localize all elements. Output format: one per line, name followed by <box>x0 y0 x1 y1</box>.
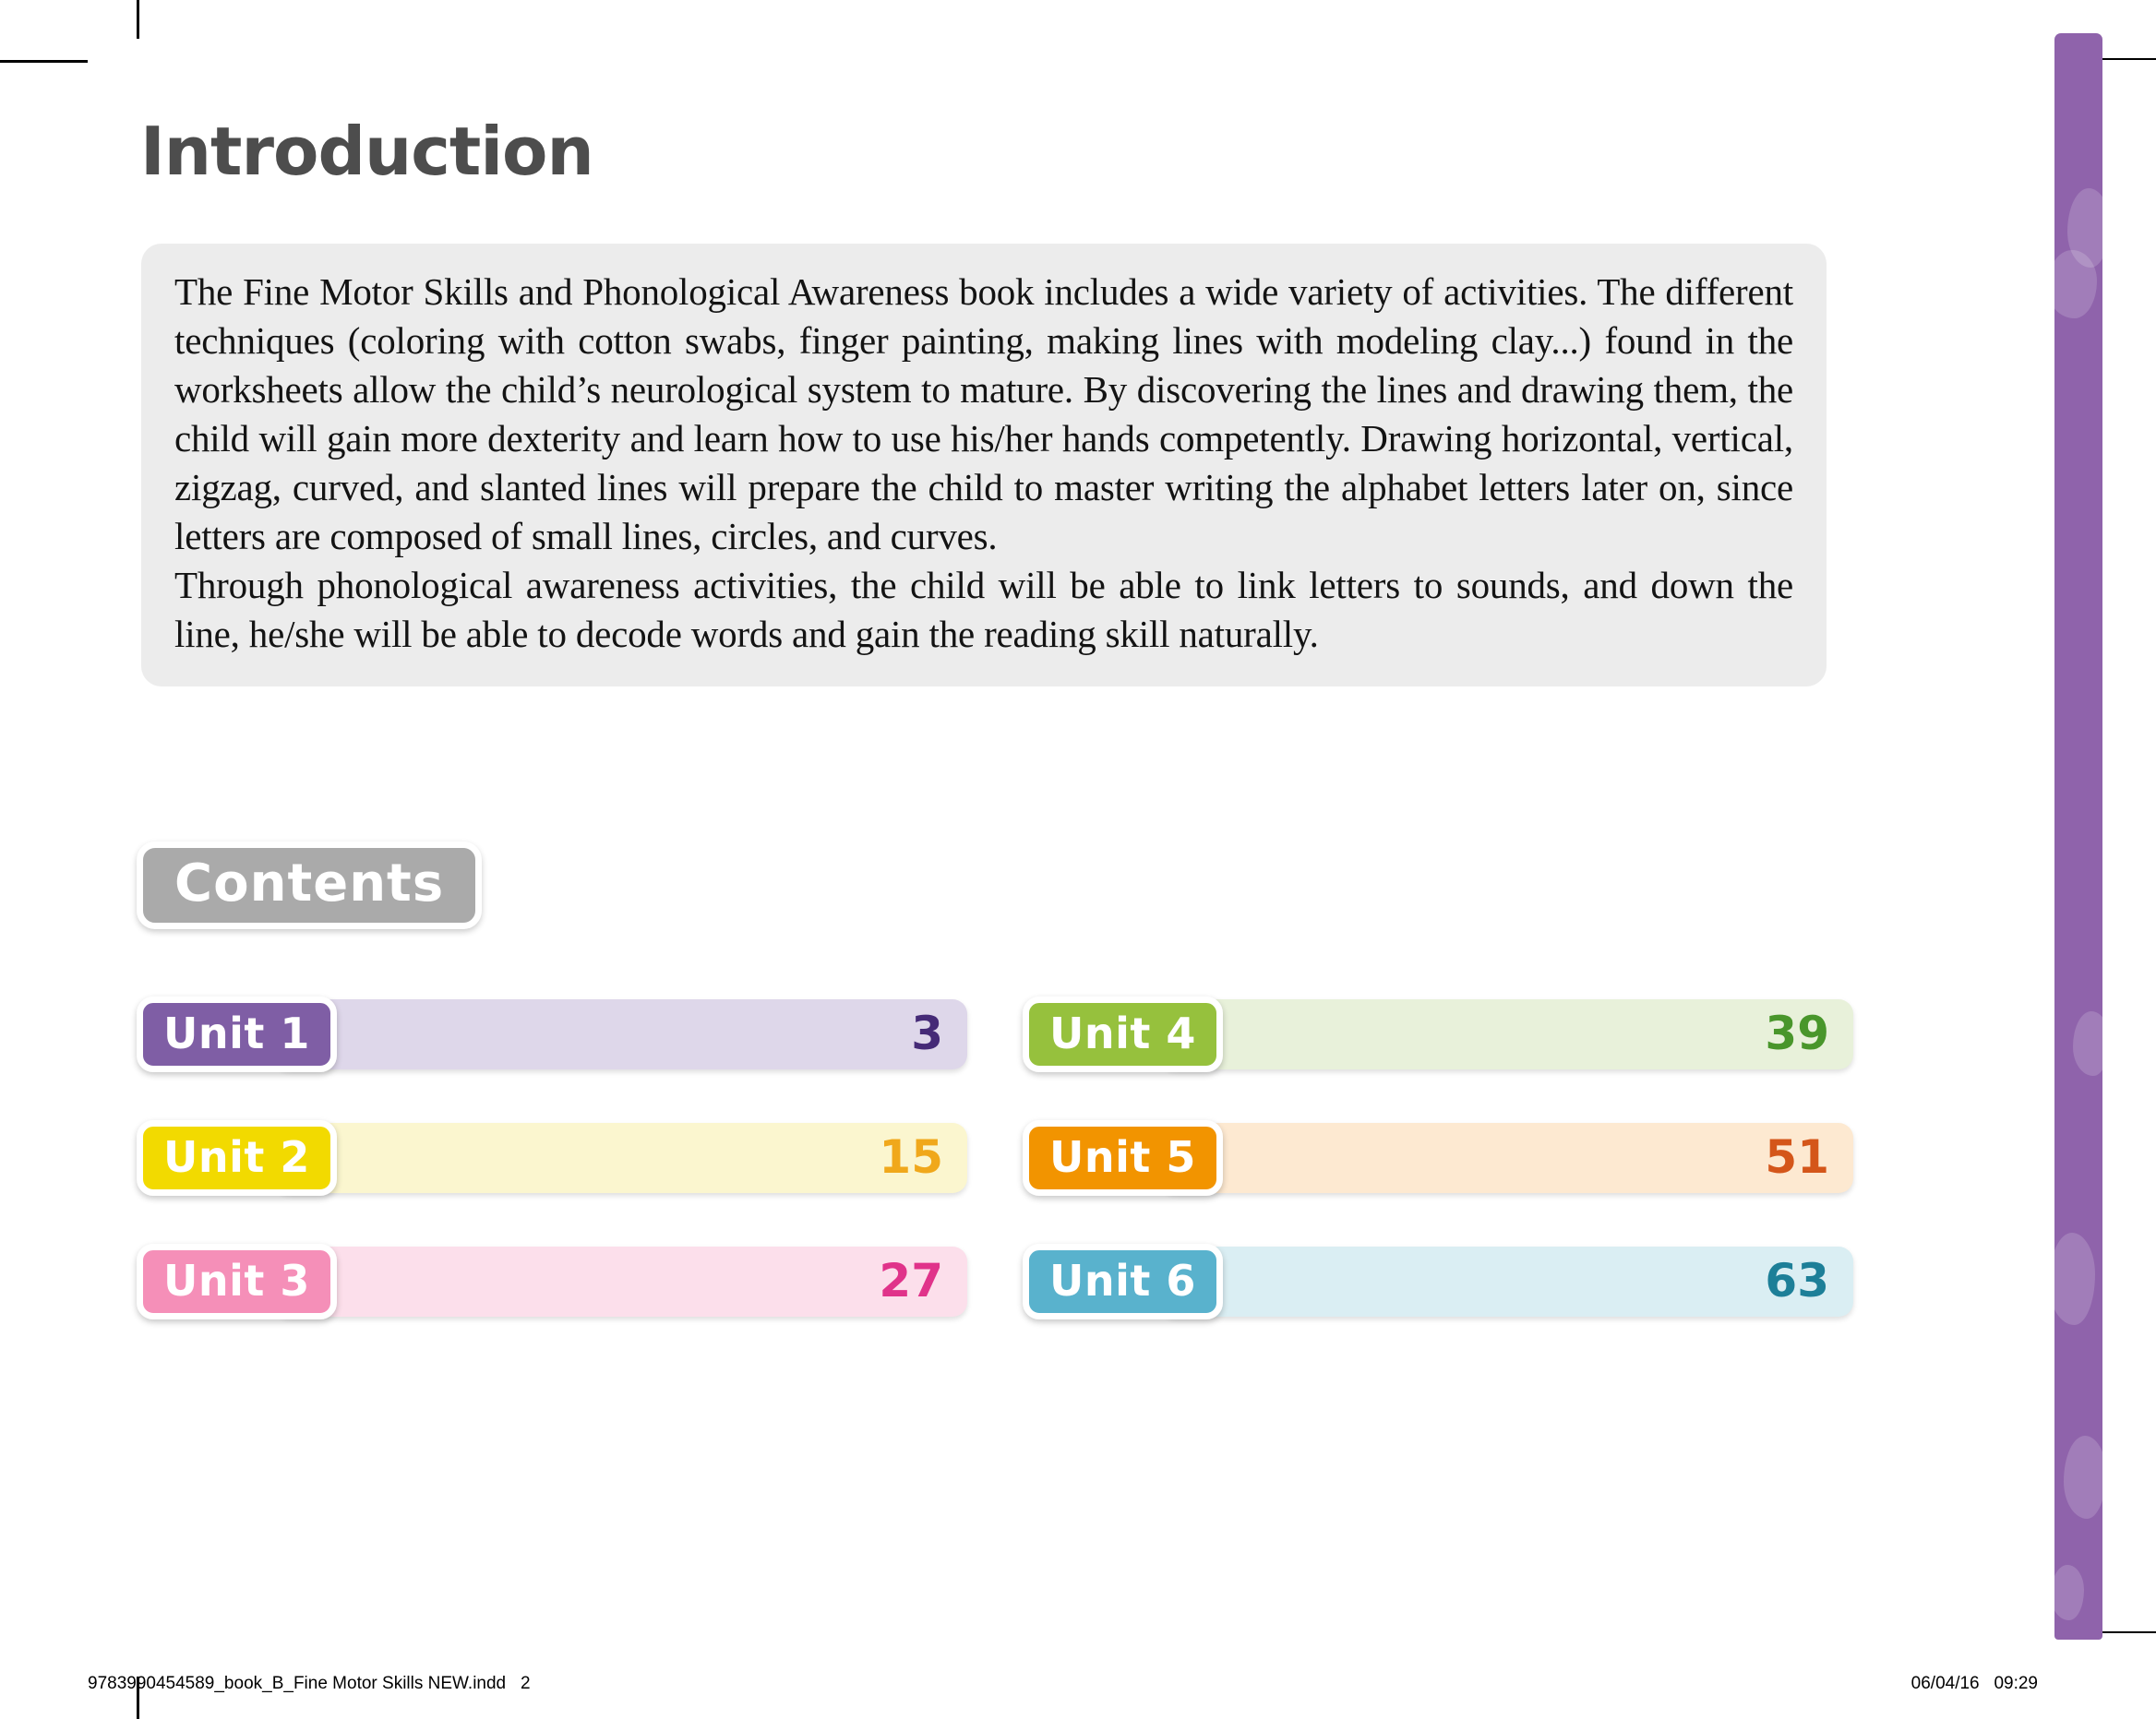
unit-page-number: 15 <box>879 1129 943 1184</box>
footer-timestamp: 06/04/16 09:29 <box>1910 1674 2038 1693</box>
contents-row-unit-5[interactable]: 51 Unit 5 <box>1023 1120 1853 1197</box>
unit-label-badge[interactable]: Unit 2 <box>137 1120 337 1197</box>
edge-blob-decoration <box>2067 188 2102 268</box>
unit-bar: 51 <box>1161 1123 1853 1193</box>
contents-row-unit-4[interactable]: 39 Unit 4 <box>1023 997 1853 1073</box>
unit-page-number: 63 <box>1765 1253 1829 1307</box>
crop-mark-bottom-right-horizontal <box>2054 1631 2156 1633</box>
edge-blob-decoration <box>2054 250 2097 318</box>
unit-page-number: 27 <box>879 1253 943 1307</box>
contents-heading-badge: Contents <box>137 842 483 930</box>
unit-label-badge[interactable]: Unit 6 <box>1023 1244 1223 1320</box>
crop-mark-top-left-vertical <box>137 0 139 39</box>
crop-mark-top-left-horizontal <box>0 60 88 63</box>
unit-bar: 27 <box>275 1247 967 1317</box>
unit-bar: 15 <box>275 1123 967 1193</box>
contents-row-unit-3[interactable]: 27 Unit 3 <box>137 1244 967 1320</box>
page-title: Introduction <box>140 113 594 190</box>
unit-bar: 63 <box>1161 1247 1853 1317</box>
edge-blob-decoration <box>2073 1011 2102 1076</box>
unit-bar: 39 <box>1161 999 1853 1069</box>
contents-unit-list: 3 Unit 1 39 Unit 4 15 Unit 2 51 Unit 5 2… <box>137 997 1853 1320</box>
unit-label-badge[interactable]: Unit 1 <box>137 997 337 1073</box>
edge-blob-decoration <box>2064 1436 2102 1519</box>
footer-file-name: 9783990454589_book_B_Fine Motor Skills N… <box>88 1674 531 1693</box>
introduction-paragraph-1: The Fine Motor Skills and Phonological A… <box>174 270 1793 557</box>
edge-blob-decoration <box>2054 1233 2095 1325</box>
unit-page-number: 51 <box>1765 1129 1829 1184</box>
introduction-text-box: The Fine Motor Skills and Phonological A… <box>141 244 1827 686</box>
unit-label-badge[interactable]: Unit 5 <box>1023 1120 1223 1197</box>
edge-blob-decoration <box>2054 1565 2084 1620</box>
crop-mark-bottom-left-vertical <box>137 1677 139 1719</box>
page-edge-strip <box>2054 33 2102 1640</box>
unit-page-number: 3 <box>911 1006 943 1060</box>
introduction-paragraph-2: Through phonological awareness activitie… <box>174 564 1793 655</box>
crop-mark-top-right-horizontal <box>2054 58 2156 60</box>
unit-page-number: 39 <box>1765 1006 1829 1060</box>
contents-row-unit-1[interactable]: 3 Unit 1 <box>137 997 967 1073</box>
unit-bar: 3 <box>275 999 967 1069</box>
unit-label-badge[interactable]: Unit 4 <box>1023 997 1223 1073</box>
contents-heading: Contents <box>137 842 483 930</box>
contents-row-unit-2[interactable]: 15 Unit 2 <box>137 1120 967 1197</box>
unit-label-badge[interactable]: Unit 3 <box>137 1244 337 1320</box>
contents-row-unit-6[interactable]: 63 Unit 6 <box>1023 1244 1853 1320</box>
